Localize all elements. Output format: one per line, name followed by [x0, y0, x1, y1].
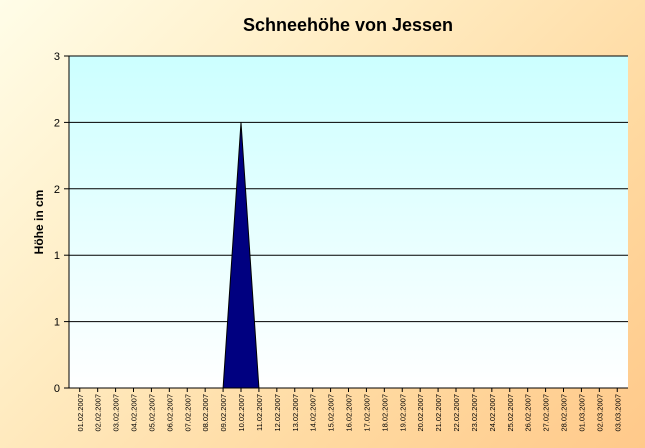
x-tick-label: 24.02.2007 [488, 394, 497, 432]
x-tick-label: 07.02.2007 [183, 394, 192, 432]
x-tick-label: 28.02.2007 [560, 394, 569, 432]
x-tick-label: 01.03.2007 [577, 394, 586, 432]
x-tick-label: 02.02.2007 [94, 394, 103, 432]
x-tick-label: 13.02.2007 [291, 394, 300, 432]
x-tick-labels: 01.02.2007 02.02.2007 03.02.2007 04.02.2007… [76, 394, 623, 432]
x-tick-label: 21.02.2007 [434, 394, 443, 432]
x-tick-label: 05.02.2007 [147, 394, 156, 432]
y-tick-label: 2 [54, 184, 60, 196]
x-tick-label: 10.02.2007 [237, 394, 246, 432]
x-tick-label: 25.02.2007 [506, 394, 515, 432]
y-tick-label: 3 [54, 51, 60, 63]
x-tick-label: 12.02.2007 [273, 394, 282, 432]
x-tick-label: 22.02.2007 [452, 394, 461, 432]
x-tick-label: 08.02.2007 [201, 394, 210, 432]
plot-area [69, 56, 628, 388]
x-tick-label: 20.02.2007 [416, 394, 425, 432]
x-tick-label: 26.02.2007 [524, 394, 533, 432]
x-tick-label: 03.03.2007 [613, 394, 622, 432]
x-tick-label: 17.02.2007 [362, 394, 371, 432]
y-tick-label: 1 [54, 317, 60, 329]
x-tick-label: 15.02.2007 [327, 394, 336, 432]
x-tick-label: 27.02.2007 [542, 394, 551, 432]
y-tick-labels: 0 1 1 2 2 3 [54, 51, 60, 395]
x-tick-label: 14.02.2007 [309, 394, 318, 432]
gridlines [64, 55, 628, 389]
x-tick-label: 02.03.2007 [595, 394, 604, 432]
y-tick-label: 2 [54, 117, 60, 129]
x-tick-label: 03.02.2007 [112, 394, 121, 432]
y-tick-label: 1 [54, 250, 60, 262]
x-tick-label: 23.02.2007 [470, 394, 479, 432]
x-tick-label: 09.02.2007 [219, 394, 228, 432]
y-tick-label: 0 [54, 383, 60, 395]
x-tick-label: 01.02.2007 [76, 394, 85, 432]
x-tick-label: 06.02.2007 [165, 394, 174, 432]
axes [68, 56, 628, 392]
chart-title: Schneehöhe von Jessen [243, 15, 453, 35]
x-tick-label: 19.02.2007 [398, 394, 407, 432]
x-tick-label: 18.02.2007 [380, 394, 389, 432]
y-axis-label: Höhe in cm [32, 190, 46, 255]
x-tick-label: 16.02.2007 [345, 394, 354, 432]
x-tick-label: 04.02.2007 [130, 394, 139, 432]
x-tick-label: 11.02.2007 [255, 394, 264, 431]
